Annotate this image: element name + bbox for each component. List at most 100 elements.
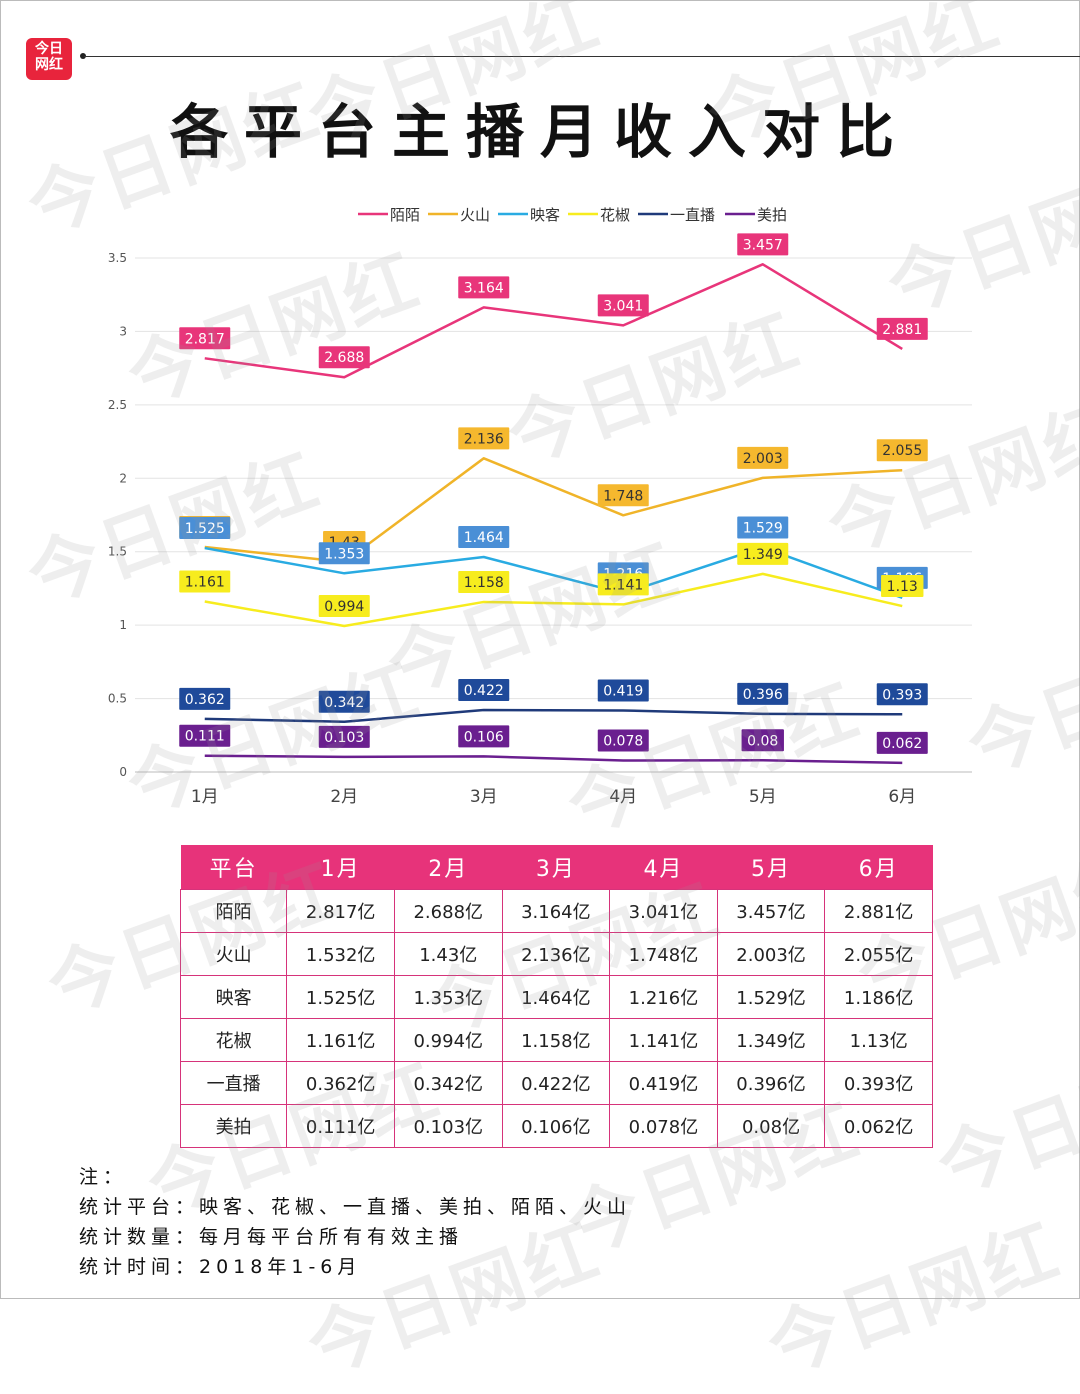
data-label: 2.688 — [324, 350, 364, 366]
x-tick-label: 1月 — [191, 787, 219, 807]
data-label-box — [179, 570, 231, 593]
value-cell: 0.106亿 — [501, 1104, 611, 1148]
value-cell: 2.688亿 — [393, 889, 503, 933]
data-label-box — [737, 542, 789, 565]
value-cell: 1.43亿 — [393, 932, 503, 976]
value-cell: 1.525亿 — [286, 975, 395, 1019]
table-body: 陌陌 2.817亿 2.688亿 3.164亿 3.041亿 3.457亿 2.881亿 火山… — [179, 889, 933, 1148]
logo-line-2: 网红 — [35, 57, 63, 73]
table-header-cell: 1月 — [286, 845, 395, 890]
note-line: 注： — [79, 1166, 128, 1188]
value-cell: 3.164亿 — [501, 889, 611, 933]
data-label-box — [876, 439, 928, 462]
data-label-box — [876, 317, 928, 340]
data-label-box — [179, 687, 231, 710]
data-label: 3.164 — [464, 280, 504, 296]
y-tick-label: 1.5 — [108, 545, 127, 559]
value-cell: 1.216亿 — [609, 975, 718, 1019]
table-header-cell: 平台 — [180, 845, 287, 890]
value-cell: 0.396亿 — [716, 1061, 826, 1105]
value-cell: 0.342亿 — [393, 1061, 503, 1105]
value-cell: 2.055亿 — [824, 932, 933, 976]
data-label-box — [458, 526, 510, 549]
legend-label: 陌陌 — [390, 206, 420, 224]
platform-cell: 火山 — [179, 932, 288, 976]
data-label: 0.08 — [747, 733, 778, 749]
x-tick-label: 2月 — [330, 787, 358, 807]
data-label-box — [318, 346, 370, 369]
value-cell: 3.457亿 — [716, 889, 826, 933]
table-header-cell: 5月 — [717, 845, 825, 890]
value-cell: 1.161亿 — [286, 1018, 395, 1062]
data-label: 0.106 — [464, 729, 504, 745]
header-dot — [80, 53, 86, 59]
data-label-box — [597, 573, 649, 596]
y-tick-label: 2.5 — [108, 398, 127, 412]
data-label-box — [179, 327, 231, 350]
data-label: 1.748 — [603, 488, 643, 504]
note-line: 统计数量：每月每平台所有有效主播 — [79, 1226, 464, 1248]
header-rule — [84, 56, 1080, 57]
data-label: 1.353 — [324, 546, 364, 562]
data-label: 0.393 — [882, 687, 922, 703]
table-row: 火山 1.532亿 1.43亿 2.136亿 1.748亿 2.003亿 2.055亿 — [179, 932, 933, 976]
data-label-box — [458, 725, 510, 748]
table-row: 美拍 0.111亿 0.103亿 0.106亿 0.078亿 0.08亿 0.062亿 — [179, 1104, 933, 1148]
data-label: 0.111 — [185, 729, 225, 745]
data-label: 0.062 — [882, 736, 922, 752]
value-cell: 0.362亿 — [286, 1061, 395, 1105]
table-header-row: 平台 1月 2月 3月 4月 5月 6月 — [180, 845, 933, 890]
value-cell: 0.419亿 — [609, 1061, 718, 1105]
data-label-box — [318, 542, 370, 565]
legend-label: 火山 — [460, 206, 490, 224]
value-cell: 1.158亿 — [501, 1018, 611, 1062]
legend-label: 美拍 — [757, 206, 787, 224]
value-cell: 1.349亿 — [716, 1018, 826, 1062]
data-label-box — [458, 570, 510, 593]
table-header-cell: 2月 — [394, 845, 503, 890]
value-cell: 0.422亿 — [501, 1061, 611, 1105]
data-label: 1.525 — [185, 521, 225, 537]
x-tick-label: 4月 — [609, 787, 637, 807]
data-label: 3.041 — [603, 298, 643, 314]
value-cell: 3.041亿 — [609, 889, 718, 933]
data-label-box — [318, 595, 370, 618]
value-cell: 1.529亿 — [716, 975, 826, 1019]
data-label-box — [458, 276, 510, 299]
data-label-box — [597, 484, 649, 507]
x-tick-label: 5月 — [749, 787, 777, 807]
data-label-box — [597, 679, 649, 702]
data-label: 0.342 — [324, 695, 364, 711]
data-label: 2.881 — [882, 322, 922, 338]
data-label-box — [318, 690, 370, 713]
data-label-box — [741, 729, 784, 752]
series-line — [204, 457, 903, 564]
note-line: 统计时间：2018年1-6月 — [79, 1256, 362, 1278]
value-cell: 1.141亿 — [609, 1018, 718, 1062]
data-label: 1.158 — [464, 575, 504, 591]
value-cell: 0.08亿 — [716, 1104, 826, 1148]
data-label-box — [881, 575, 924, 598]
series-line — [204, 572, 903, 628]
value-cell: 1.353亿 — [393, 975, 503, 1019]
data-label-box — [179, 724, 231, 747]
value-cell: 2.136亿 — [501, 932, 611, 976]
value-cell: 1.748亿 — [609, 932, 718, 976]
data-label: 0.078 — [603, 734, 643, 750]
data-label-box — [737, 516, 789, 539]
data-label: 1.13 — [887, 579, 918, 595]
data-label: 1.141 — [603, 577, 643, 593]
legend-label: 映客 — [530, 206, 560, 224]
logo-line-1: 今日 — [35, 41, 63, 57]
table-row: 陌陌 2.817亿 2.688亿 3.164亿 3.041亿 3.457亿 2.881亿 — [179, 889, 933, 933]
data-label: 2.136 — [464, 431, 504, 447]
table-row: 映客 1.525亿 1.353亿 1.464亿 1.216亿 1.529亿 1.186亿 — [179, 975, 933, 1019]
value-cell: 2.817亿 — [286, 889, 395, 933]
platform-cell: 花椒 — [179, 1018, 288, 1062]
platform-cell: 映客 — [179, 975, 288, 1019]
value-cell: 2.003亿 — [716, 932, 826, 976]
data-label-box — [458, 427, 510, 450]
value-cell: 1.532亿 — [286, 932, 395, 976]
value-cell: 0.062亿 — [824, 1104, 933, 1148]
note-line: 统计平台：映客、花椒、一直播、美拍、陌陌、火山 — [79, 1196, 632, 1218]
